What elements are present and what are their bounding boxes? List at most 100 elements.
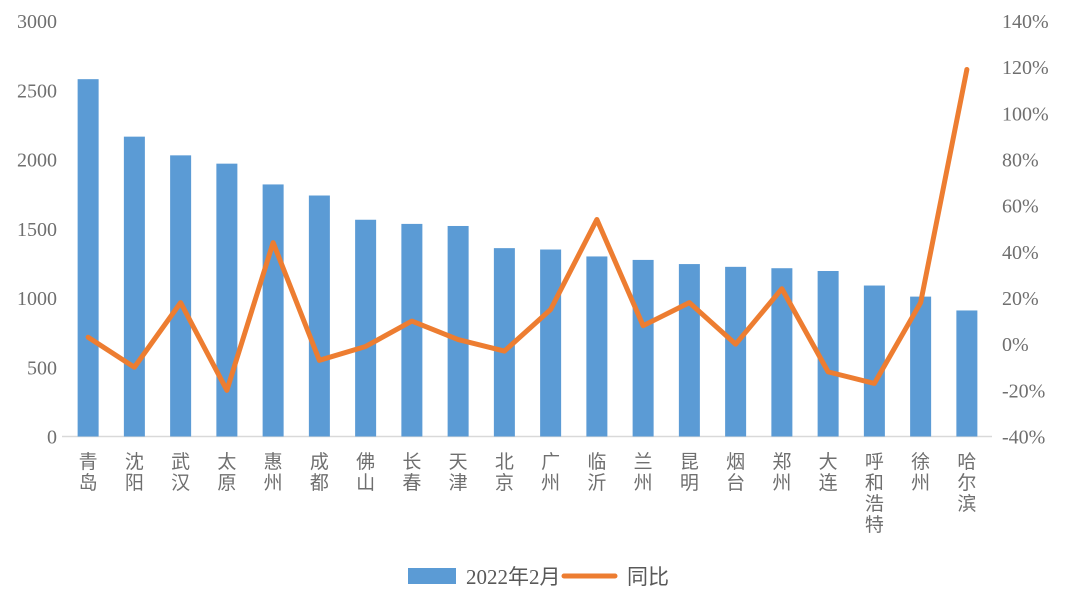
category-label-char: 惠 (264, 451, 283, 473)
bar-武汉 (170, 155, 192, 437)
category-label-广州: 广州 (541, 451, 560, 494)
category-label-char: 州 (772, 473, 791, 494)
category-label-char: 太 (217, 451, 236, 473)
category-label-char: 呼 (865, 451, 884, 473)
category-label-char: 长 (402, 451, 421, 473)
right-axis-tick-label: 140% (1002, 11, 1049, 33)
category-label-青岛: 青岛 (79, 451, 98, 494)
category-label-char: 北 (495, 451, 514, 473)
category-label-char: 岛 (79, 472, 98, 494)
bar-呼和浩特 (863, 285, 885, 437)
category-label-char: 特 (865, 514, 884, 536)
category-label-哈尔滨: 哈尔滨 (957, 451, 976, 515)
category-label-兰州: 兰州 (634, 451, 653, 494)
category-label-char: 州 (911, 473, 930, 494)
left-axis-tick-label: 2000 (17, 150, 57, 172)
category-label-char: 武 (171, 451, 190, 473)
category-label-char: 佛 (356, 451, 375, 473)
category-label-天津: 天津 (449, 452, 468, 494)
category-label-char: 大 (819, 451, 838, 473)
category-label-惠州: 惠州 (264, 451, 283, 494)
category-label-char: 沈 (125, 451, 144, 473)
legend-bar-swatch (408, 568, 456, 584)
category-label-char: 滨 (957, 493, 976, 515)
category-label-char: 连 (819, 472, 838, 494)
category-label-char: 尔 (957, 472, 976, 494)
bar-惠州 (262, 184, 284, 437)
yoy-line (85, 66, 970, 393)
left-axis-tick-label: 2500 (17, 80, 57, 102)
legend-line-label: 同比 (627, 565, 669, 589)
category-label-成都: 成都 (310, 451, 329, 494)
right-axis-tick-label: -20% (1002, 380, 1045, 402)
right-axis-tick-label: 40% (1002, 242, 1039, 264)
category-label-char: 和 (865, 472, 884, 494)
bar-哈尔滨 (956, 310, 978, 437)
category-label-char: 昆 (680, 452, 699, 473)
category-label-徐州: 徐州 (911, 451, 930, 494)
category-label-char: 原 (217, 473, 236, 494)
right-axis-tick-label: 20% (1002, 288, 1039, 310)
category-label-武汉: 武汉 (171, 451, 190, 494)
bar-成都 (308, 195, 330, 437)
right-axis-tick-label: 100% (1002, 103, 1049, 125)
bar-青岛 (77, 79, 99, 437)
bar-沈阳 (123, 136, 145, 437)
category-label-char: 台 (726, 472, 745, 494)
category-label-沈阳: 沈阳 (125, 451, 144, 494)
category-label-char: 天 (449, 452, 468, 473)
bar-烟台 (725, 266, 747, 437)
category-label-char: 州 (634, 473, 653, 494)
right-axis-tick-label: 120% (1002, 57, 1049, 79)
category-label-char: 浩 (865, 493, 884, 515)
bar-临沂 (586, 256, 608, 437)
right-axis-tick-label: 80% (1002, 150, 1039, 172)
category-label-char: 烟 (726, 451, 745, 473)
category-label-char: 春 (402, 472, 421, 494)
category-label-char: 明 (680, 473, 699, 494)
left-axis-tick-label: 1000 (17, 288, 57, 310)
right-axis-tick-label: -40% (1002, 427, 1045, 449)
bar-天津 (447, 225, 469, 437)
category-label-char: 津 (449, 472, 468, 494)
bar-佛山 (355, 219, 377, 437)
category-label-char: 京 (495, 472, 514, 494)
category-label-char: 州 (541, 473, 560, 494)
category-label-char: 兰 (634, 451, 653, 473)
category-label-char: 汉 (171, 472, 190, 494)
left-axis-tick-label: 500 (27, 357, 57, 379)
left-axis-tick-label: 1500 (17, 219, 57, 241)
category-label-北京: 北京 (495, 451, 514, 494)
right-axis-tick-label: 0% (1002, 334, 1029, 356)
legend-bar-label: 2022年2月 (466, 565, 561, 589)
category-label-char: 临 (587, 451, 606, 473)
category-label-佛山: 佛山 (356, 451, 375, 494)
category-label-char: 沂 (587, 472, 606, 494)
right-axis-tick-label: 60% (1002, 196, 1039, 218)
category-label-char: 都 (310, 472, 329, 494)
category-label-临沂: 临沂 (587, 451, 606, 494)
bar-昆明 (678, 264, 700, 437)
left-axis-tick-label: 3000 (17, 11, 57, 33)
bar-广州 (540, 249, 562, 437)
bar-徐州 (910, 296, 932, 437)
category-label-大连: 大连 (819, 451, 838, 494)
category-label-char: 青 (79, 451, 98, 473)
category-label-太原: 太原 (217, 451, 236, 494)
category-label-烟台: 烟台 (726, 451, 745, 494)
category-label-char: 哈 (957, 451, 976, 473)
category-label-char: 阳 (125, 472, 144, 494)
category-label-char: 郑 (772, 451, 791, 473)
bar-太原 (216, 163, 238, 437)
category-label-昆明: 昆明 (680, 452, 699, 494)
bar-郑州 (771, 268, 793, 437)
bar-北京 (493, 248, 515, 437)
bar-大连 (817, 270, 839, 437)
category-label-char: 州 (264, 473, 283, 494)
bar-兰州 (632, 259, 654, 437)
category-label-char: 广 (541, 451, 560, 473)
category-label-char: 山 (356, 472, 375, 494)
